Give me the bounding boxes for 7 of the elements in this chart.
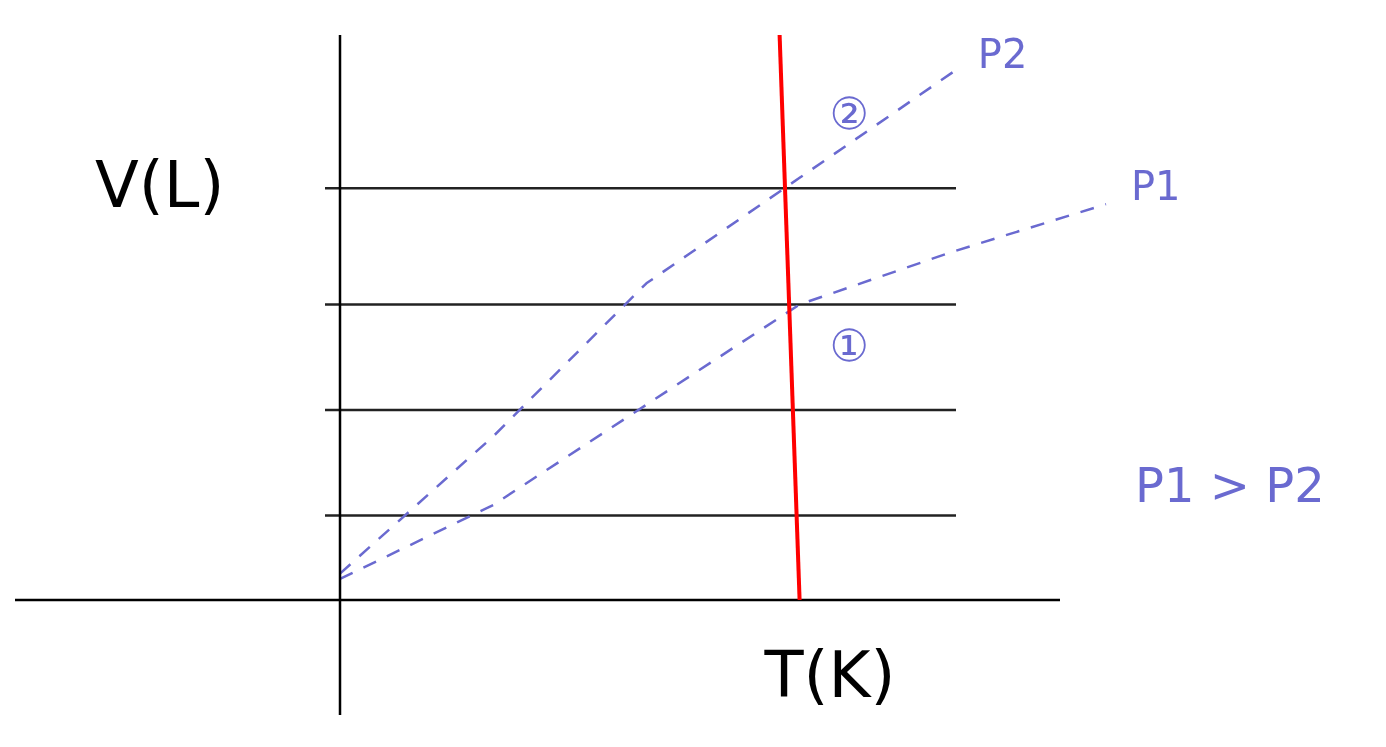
y-axis-title: V(L) [95, 147, 225, 222]
annotation: ① [829, 319, 870, 371]
x-axis-title: T(K) [763, 637, 896, 712]
annotation: P1 > P2 [1135, 457, 1325, 514]
series-label: P2 [977, 30, 1028, 77]
annotation: ② [829, 88, 870, 140]
series-label: P1 [1131, 162, 1181, 209]
